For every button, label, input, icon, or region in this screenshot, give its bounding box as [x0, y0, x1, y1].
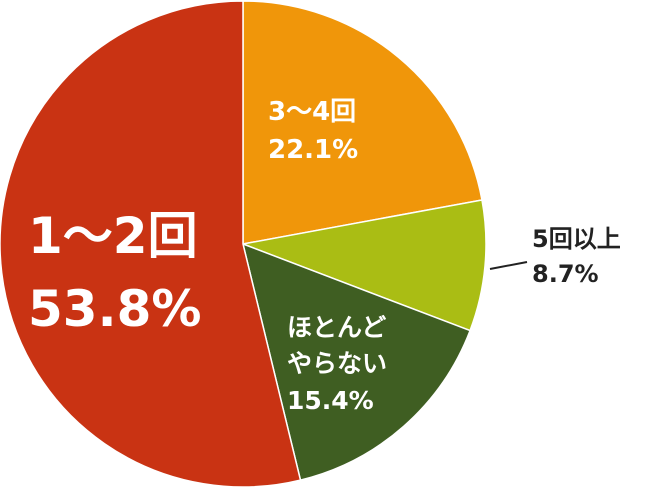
category-label: ほとんどやらない [287, 313, 388, 379]
category-label: 3～4回 [268, 97, 357, 127]
slice-label: 1～2回 53.8% [28, 200, 248, 345]
value-label: 8.7% [532, 259, 599, 288]
pie-slice [242, 0, 483, 245]
pie-slice [0, 0, 302, 488]
value-label: 15.4% [287, 385, 374, 415]
leader-line [489, 261, 528, 270]
category-label: 1～2回 [28, 207, 198, 265]
value-label: 53.8% [28, 279, 202, 338]
pie-slice [240, 199, 487, 332]
slice-label: ほとんどやらない 15.4% [287, 310, 397, 419]
slice-label: 5回以上 8.7% [532, 222, 650, 292]
pie-slice [241, 242, 472, 482]
value-label: 22.1% [268, 134, 359, 165]
slice-label: 3～4回 22.1% [268, 94, 468, 169]
category-label: 5回以上 [532, 225, 621, 253]
